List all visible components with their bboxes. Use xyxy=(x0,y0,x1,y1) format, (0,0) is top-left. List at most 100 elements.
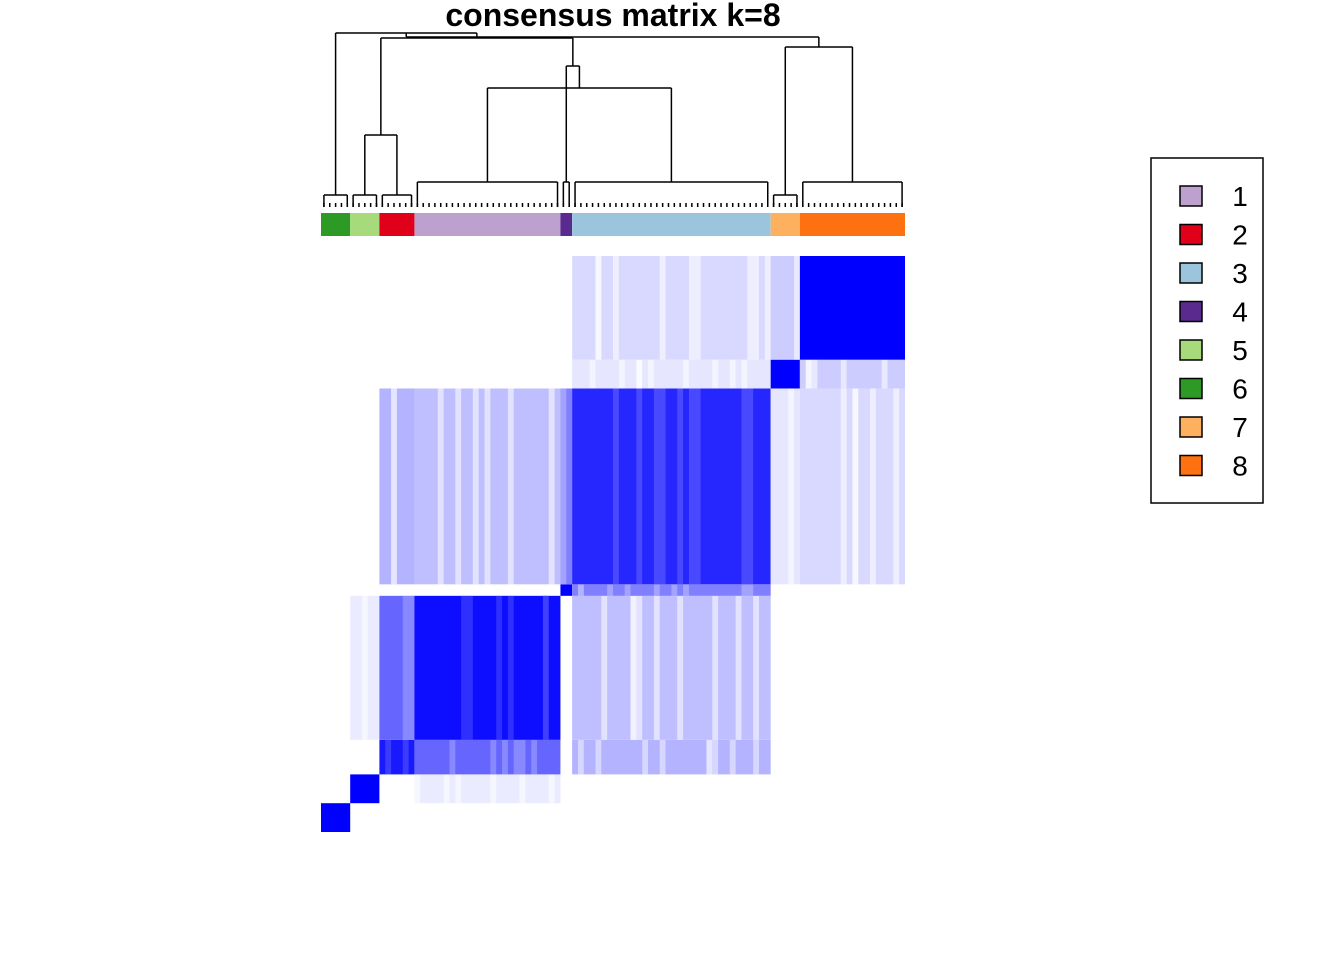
heatmap-stripe xyxy=(677,595,684,740)
heatmap-stripe xyxy=(414,774,421,804)
legend-label-4: 4 xyxy=(1232,297,1248,328)
heatmap-stripe xyxy=(402,739,409,775)
heatmap-stripe xyxy=(548,388,555,585)
heatmap-stripe xyxy=(694,388,701,585)
legend-label-2: 2 xyxy=(1232,220,1248,251)
heatmap-stripe xyxy=(601,595,608,740)
heatmap-stripe xyxy=(735,595,742,740)
legend-label-8: 8 xyxy=(1232,451,1248,482)
heatmap-stripe xyxy=(577,584,584,596)
heatmap-stripe xyxy=(659,388,666,585)
heatmap-block-1-1 xyxy=(414,595,561,740)
heatmap-stripe xyxy=(659,256,666,360)
heatmap-stripe xyxy=(595,256,602,360)
dendrogram xyxy=(323,32,903,207)
heatmap-stripe xyxy=(747,256,754,360)
heatmap-stripe xyxy=(653,595,660,740)
heatmap-stripe xyxy=(712,595,719,740)
cluster-bar-2 xyxy=(379,213,415,236)
legend-label-7: 7 xyxy=(1232,412,1248,443)
heatmap-stripe xyxy=(683,584,689,596)
heatmap-stripe xyxy=(408,595,415,740)
heatmap-stripe xyxy=(788,388,795,585)
heatmap-block-6-6 xyxy=(321,803,351,832)
heatmap-stripe xyxy=(712,359,719,389)
legend-swatch-7 xyxy=(1179,416,1203,438)
heatmap-stripe xyxy=(694,256,701,360)
legend-label-5: 5 xyxy=(1232,335,1248,366)
heatmap-stripe xyxy=(455,774,462,804)
heatmap-stripe xyxy=(548,774,555,804)
cluster-annotation-bar xyxy=(321,213,905,236)
heatmap-stripe xyxy=(519,739,526,775)
heatmap-stripe xyxy=(490,739,497,775)
heatmap-stripe xyxy=(613,256,619,360)
heatmap-stripe xyxy=(391,388,397,585)
heatmap-stripe xyxy=(659,739,666,775)
heatmap-stripe xyxy=(747,584,754,596)
heatmap-stripe xyxy=(741,584,748,596)
heatmap-stripe xyxy=(437,388,444,585)
heatmap-block-2-1 xyxy=(414,739,561,775)
heatmap-stripe xyxy=(729,359,736,389)
heatmap-stripe xyxy=(502,739,508,775)
heatmap-block-2-3 xyxy=(572,739,771,775)
heatmap-stripe xyxy=(461,595,467,740)
heatmap-stripe xyxy=(443,774,450,804)
heatmap-stripe xyxy=(636,388,643,585)
heatmap-stripe xyxy=(507,388,514,585)
cluster-bar-7 xyxy=(770,213,800,236)
legend-swatch-6 xyxy=(1179,377,1203,400)
heatmap-stripe xyxy=(507,595,514,740)
heatmap-stripe xyxy=(560,388,567,585)
heatmap-stripe xyxy=(653,388,660,585)
legend-label-6: 6 xyxy=(1232,374,1248,405)
heatmap-block-8-8 xyxy=(799,256,905,360)
heatmap-block-4-4 xyxy=(560,584,573,596)
heatmap-block-5-1 xyxy=(414,774,561,804)
heatmap-stripe xyxy=(811,359,818,389)
heatmap-stripe xyxy=(840,388,847,585)
heatmap-stripe xyxy=(484,388,491,585)
heatmap-block-7-3 xyxy=(572,359,771,389)
cluster-bar-6 xyxy=(321,213,351,236)
heatmap-block-5-5 xyxy=(350,774,380,804)
heatmap-stripe xyxy=(683,359,689,389)
heatmap-stripe xyxy=(706,739,713,775)
heatmap-stripe xyxy=(595,739,602,775)
heatmap-stripe xyxy=(753,739,759,775)
heatmap-stripe xyxy=(542,595,549,740)
cluster-bar-8 xyxy=(799,213,905,236)
heatmap-stripe xyxy=(741,388,748,585)
cluster-bar-3 xyxy=(572,213,771,236)
heatmap-stripe xyxy=(472,388,479,585)
heatmap-stripe xyxy=(490,774,497,804)
legend-swatch-4 xyxy=(1179,300,1203,323)
heatmap-stripe xyxy=(577,739,584,775)
heatmap-stripe xyxy=(671,584,678,596)
heatmap-stripe xyxy=(840,359,847,389)
heatmap-stripe xyxy=(361,595,368,740)
legend-box xyxy=(1150,157,1264,504)
legend-swatch-1 xyxy=(1179,185,1203,207)
legend-swatch-8 xyxy=(1179,454,1203,477)
heatmap-stripe xyxy=(607,584,613,596)
heatmap-stripe xyxy=(618,359,625,389)
heatmap-stripe xyxy=(455,388,462,585)
legend-label-1: 1 xyxy=(1232,181,1248,212)
heatmap-stripe xyxy=(642,739,649,775)
heatmap-stripe xyxy=(513,739,520,775)
consensus-heatmap xyxy=(321,256,905,832)
heatmap-block-2-2 xyxy=(379,739,415,775)
heatmap-block-3-3 xyxy=(572,388,771,585)
legend-swatch-3 xyxy=(1179,262,1203,284)
cluster-bar-4 xyxy=(560,213,573,236)
heatmap-stripe xyxy=(729,739,736,775)
heatmap-stripe xyxy=(764,256,771,360)
heatmap-stripe xyxy=(624,584,631,596)
heatmap-stripe xyxy=(712,739,719,775)
heatmap-stripe xyxy=(881,359,888,389)
heatmap-stripe xyxy=(613,388,619,585)
heatmap-stripe xyxy=(794,256,800,360)
